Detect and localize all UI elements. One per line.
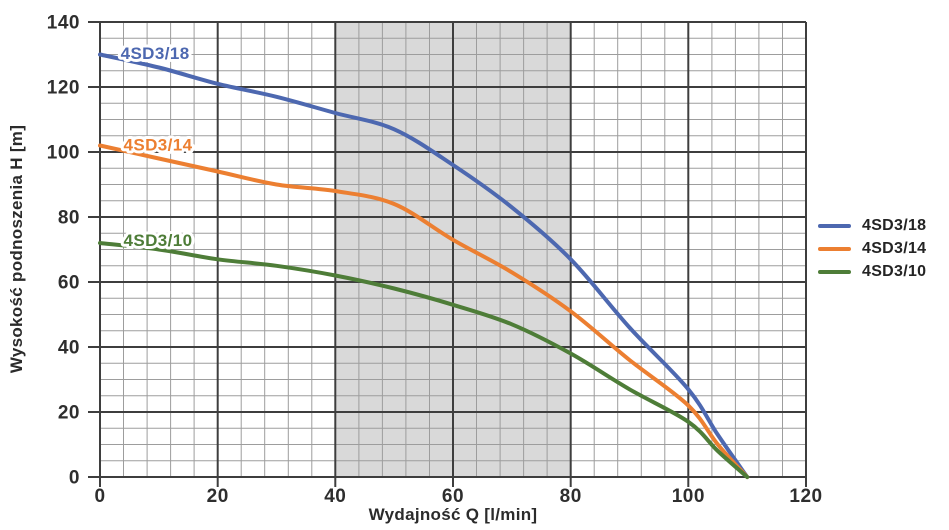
svg-text:4SD3/18: 4SD3/18 [121, 44, 190, 63]
svg-text:40: 40 [324, 486, 346, 507]
legend-item: 4SD3/18 [818, 217, 927, 234]
svg-text:40: 40 [58, 338, 80, 359]
svg-text:80: 80 [58, 208, 80, 229]
svg-text:100: 100 [672, 486, 705, 507]
legend-item: 4SD3/14 [818, 240, 927, 257]
svg-text:120: 120 [47, 78, 80, 99]
svg-text:20: 20 [207, 486, 229, 507]
svg-text:0: 0 [94, 486, 105, 507]
svg-text:4SD3/14: 4SD3/14 [124, 136, 193, 155]
x-axis-title: Wydajność Q [l/min] [368, 505, 538, 524]
legend-label: 4SD3/10 [862, 263, 927, 280]
legend-label: 4SD3/14 [862, 240, 927, 257]
svg-text:100: 100 [47, 143, 80, 164]
svg-text:4SD3/10: 4SD3/10 [124, 231, 193, 250]
svg-text:120: 120 [789, 486, 822, 507]
legend: 4SD3/18 4SD3/14 4SD3/10 [818, 217, 927, 280]
legend-swatch-line [818, 224, 851, 228]
svg-text:0: 0 [69, 468, 80, 489]
y-axis-title: Wysokość podnoszenia H [m] [7, 124, 26, 374]
legend-swatch-line [818, 270, 851, 274]
svg-text:60: 60 [58, 273, 80, 294]
legend-swatch-line [818, 247, 851, 251]
svg-text:20: 20 [58, 403, 80, 424]
legend-label: 4SD3/18 [862, 217, 927, 234]
svg-text:140: 140 [47, 13, 80, 34]
svg-text:60: 60 [442, 486, 464, 507]
svg-text:80: 80 [560, 486, 582, 507]
legend-item: 4SD3/10 [818, 263, 927, 280]
